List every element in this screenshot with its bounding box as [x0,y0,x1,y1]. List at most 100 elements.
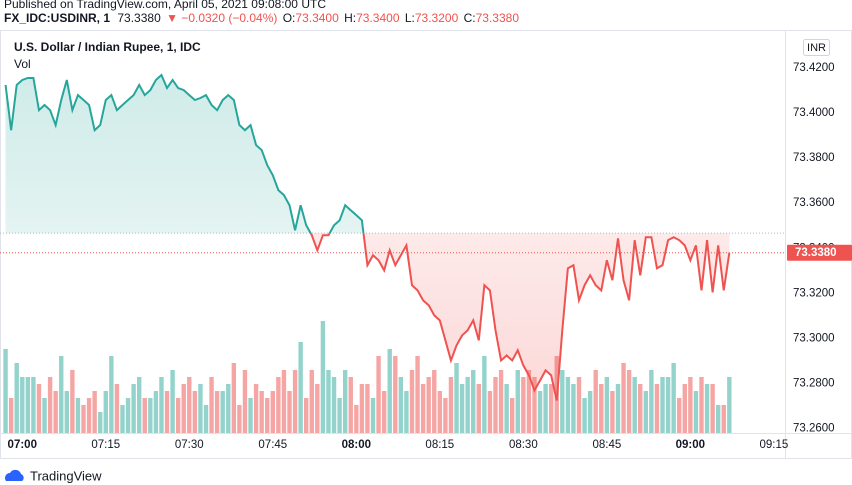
volume-bar [320,321,326,433]
volume-bar [359,384,365,433]
last-price-marker [787,244,852,261]
volume-bar [31,377,36,433]
volume-bar [493,377,498,433]
open-label: O: [283,11,296,25]
volume-bar [693,391,699,433]
volume-bar [226,384,231,433]
change: ▼ −0.0320 (−0.04%) [166,11,277,25]
volume-bar [342,370,348,433]
volume-bar [270,391,276,433]
volume-bar [354,405,359,433]
volume-bar [304,398,309,433]
volume-bar [203,405,209,433]
volume-bar [543,384,548,433]
volume-bar [59,356,64,433]
volume-bar [727,377,732,433]
volume-bar [660,377,665,433]
volume-bar [25,377,31,433]
volume-bar [426,377,431,433]
axes: 73.260073.280073.300073.320073.340073.36… [8,62,852,451]
volume-bar [704,384,710,433]
volume-bar [125,398,131,433]
volume-bar [420,384,426,433]
volume-bar [504,384,509,433]
volume-bar [387,349,392,433]
volume-bar [175,398,181,433]
volume-bar [75,398,81,433]
currency-button[interactable] [803,39,830,56]
volume-bar [459,384,465,433]
volume-bar [309,370,314,433]
volume-bar [699,377,704,433]
x-tick-label: 09:00 [676,439,705,451]
volume-bar [409,370,415,433]
volume-bar [81,405,86,433]
volume-bar [331,377,337,433]
volume-bar [170,370,175,433]
volume-bar [103,391,108,433]
volume-bar [153,391,159,433]
volume-bar [42,398,47,433]
volume-bar [187,377,192,433]
volume-bar [214,391,220,433]
volume-bar [576,377,582,433]
volume-bar [521,377,526,433]
x-tick-label: 08:00 [342,439,371,451]
volume-bar [164,391,170,433]
volume-bar [70,370,75,433]
volume-bar [198,384,203,433]
y-tick-label: 73.3800 [793,152,835,164]
volume-bar [64,391,70,433]
volume-bar [638,384,643,433]
volume-bar [671,363,676,433]
volume-bar [537,391,543,433]
volume-bar [682,384,687,433]
open: 73.3400 [295,11,339,25]
volume-bar [315,384,320,433]
volume-bar [136,377,142,433]
x-tick-label: 08:45 [592,439,621,451]
volume-bar [8,398,14,433]
volume-bar [532,377,537,433]
close-label: C: [464,11,476,25]
symbol-line: FX_IDC:USDINR, 1 73.3380 ▼ −0.0320 (−0.0… [4,11,519,25]
volume-bar [610,391,615,433]
price-line-below [309,233,731,401]
chart-title: U.S. Dollar / Indian Rupee, 1, IDC [14,40,201,54]
volume-bar [337,398,342,433]
volume-bar [142,398,147,433]
price-line-above [4,73,365,234]
x-tick-label: 07:30 [175,439,204,451]
volume-bar [593,370,598,433]
volume-bar [476,384,481,433]
volume-bar [3,349,8,433]
volume-bar [688,377,693,433]
volume-bar [677,398,682,433]
y-tick-label: 73.4200 [793,62,835,74]
volume-bar [242,370,248,433]
x-tick-label: 08:15 [425,439,454,451]
brand-logo [4,469,24,481]
volume-bar [192,391,198,433]
volume-bar [404,391,409,433]
currency[interactable]: INR [807,42,826,54]
volume-bar [253,384,259,433]
volume-bar [248,398,253,433]
volume-bar [393,356,398,433]
last: 73.3380 [117,11,161,25]
plot [0,73,785,433]
volume-bar [348,377,353,433]
volume-bar [159,377,164,433]
volume-bar [526,370,532,433]
volume-bar [398,377,404,433]
y-tick-label: 73.2600 [793,423,835,435]
volume-bar [471,370,476,433]
volume-label: Vol [14,57,31,71]
last-price-label: 73.3380 [795,247,837,259]
volume-bar [454,363,459,433]
volume-bar [721,405,726,433]
volume-bar [487,391,493,433]
volume-bar [292,370,298,433]
volume-bar [20,377,25,433]
volume-bar [560,370,565,433]
